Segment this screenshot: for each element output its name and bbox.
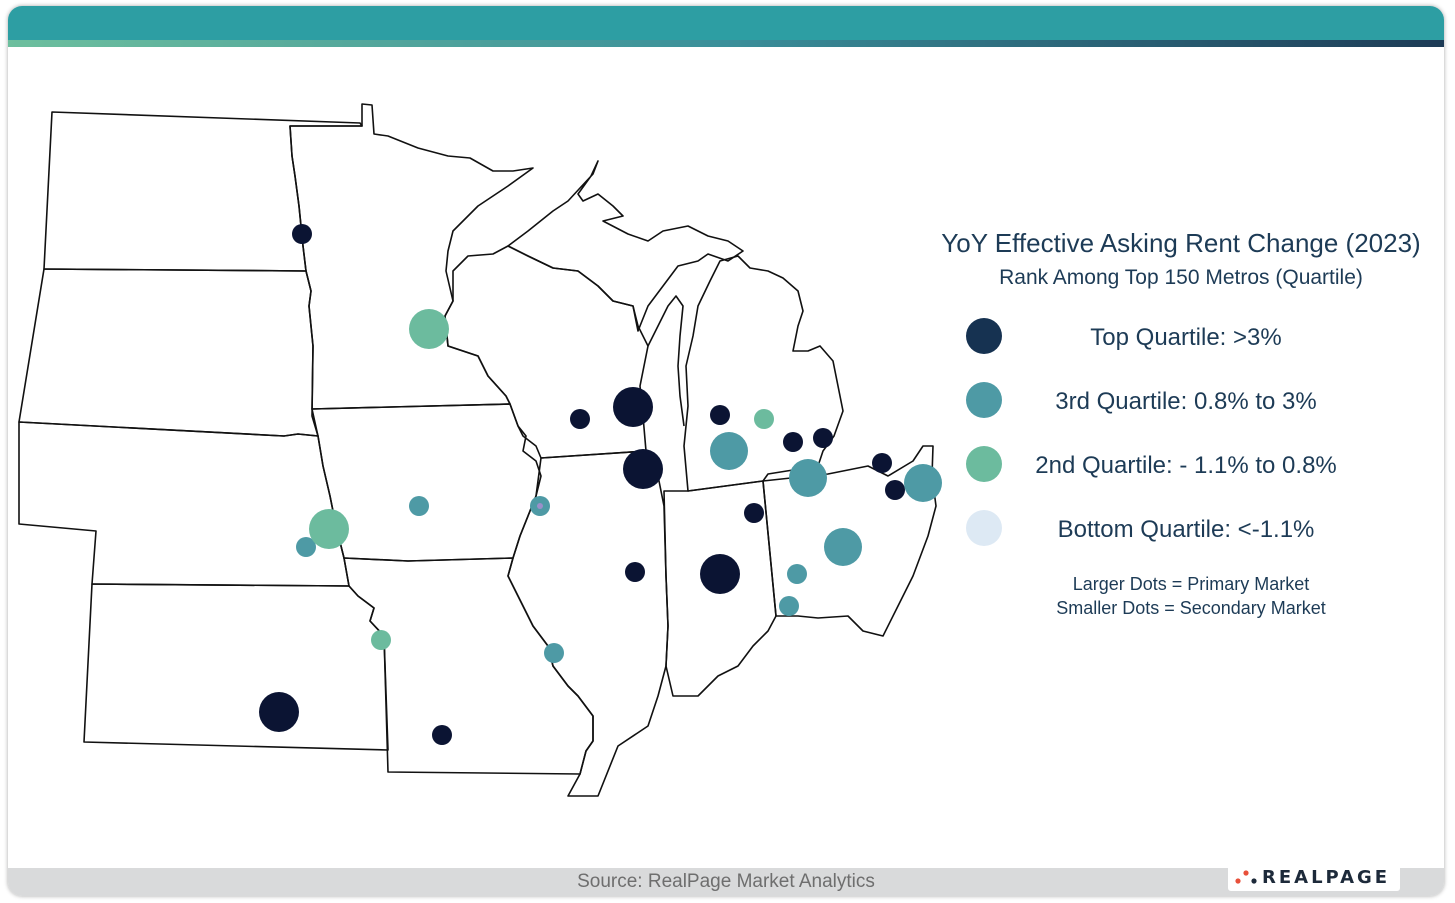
market-dot-top-secondary: [744, 503, 764, 523]
state-south-dakota: [18, 268, 319, 437]
legend-subtitle: Rank Among Top 150 Metros (Quartile): [999, 266, 1363, 289]
market-dot-top-secondary: [813, 428, 833, 448]
market-dot-top-secondary: [292, 224, 312, 244]
market-dot-top-secondary: [432, 725, 452, 745]
logo-dots-icon: [1235, 870, 1257, 884]
legend-label: 3rd Quartile: 0.8% to 3%: [1055, 388, 1317, 415]
market-dot-second-primary: [309, 509, 349, 549]
legend-item-third-quartile: 3rd Quartile: 0.8% to 3%: [926, 380, 1436, 420]
legend-swatch: [966, 382, 1002, 418]
legend-note-primary: Larger Dots = Primary Market: [1072, 574, 1310, 594]
market-dot-top-secondary: [885, 480, 905, 500]
market-dot-top-primary: [623, 449, 663, 489]
market-dot-top-secondary: [710, 405, 730, 425]
market-dot-top-primary: [613, 387, 653, 427]
market-dot-third-primary: [789, 459, 827, 497]
market-dot-top-primary: [700, 554, 740, 594]
market-dot-top-primary: [259, 692, 299, 732]
market-dot-third-primary: [904, 464, 942, 502]
legend-swatch: [966, 318, 1002, 354]
lake-michigan-shore: [647, 295, 685, 427]
market-dot-top-secondary: [872, 453, 892, 473]
state-missouri: [343, 557, 594, 775]
logo-wordmark: REALPAGE: [1262, 867, 1391, 888]
market-dot-top-secondary: [625, 562, 645, 582]
midwest-map: [18, 103, 942, 797]
legend-label: Top Quartile: >3%: [1090, 324, 1282, 351]
state-ohio: [762, 445, 937, 637]
market-dot-top-secondary: [570, 409, 590, 429]
header-bar: [8, 6, 1444, 40]
state-north-dakota: [43, 111, 363, 272]
state-kansas: [83, 583, 389, 751]
market-markers: [259, 224, 942, 745]
market-dot-third-secondary: [787, 564, 807, 584]
market-dot-third-primary: [824, 528, 862, 566]
state-nebraska: [18, 421, 350, 587]
source-note: Source: RealPage Market Analytics: [577, 871, 875, 892]
market-dot-second-secondary: [371, 630, 391, 650]
market-dot-third-secondary: [544, 643, 564, 663]
market-dot-third-secondary: [409, 496, 429, 516]
legend-swatch: [966, 446, 1002, 482]
market-dot-second-secondary: [754, 409, 774, 429]
legend-item-bottom-quartile: Bottom Quartile: <-1.1%: [926, 508, 1436, 548]
market-dot-third-secondary: [779, 596, 799, 616]
state-minnesota: [289, 103, 534, 410]
realpage-logo: REALPAGE: [1228, 861, 1400, 891]
legend-swatch: [966, 510, 1002, 546]
footer-bar: [8, 868, 1444, 896]
market-dot-bottom-secondary: [537, 503, 543, 509]
legend-label: Bottom Quartile: <-1.1%: [1057, 516, 1315, 543]
market-dot-third-secondary: [296, 537, 316, 557]
legend-label: 2nd Quartile: - 1.1% to 0.8%: [1035, 452, 1337, 479]
market-dot-second-primary: [409, 309, 449, 349]
header-stripe: [8, 40, 1444, 47]
slide-frame: YoY Effective Asking Rent Change (2023) …: [8, 6, 1444, 896]
legend-note-secondary: Smaller Dots = Secondary Market: [1056, 598, 1326, 618]
legend-item-top-quartile: Top Quartile: >3%: [926, 316, 1436, 356]
state-wisconsin: [444, 245, 649, 459]
market-dot-third-primary: [710, 432, 748, 470]
state-michigan-upper: [507, 160, 744, 332]
market-dot-top-secondary: [783, 432, 803, 452]
state-michigan-lower: [683, 255, 844, 492]
legend-title: YoY Effective Asking Rent Change (2023): [941, 228, 1421, 258]
legend-item-second-quartile: 2nd Quartile: - 1.1% to 0.8%: [926, 444, 1436, 484]
